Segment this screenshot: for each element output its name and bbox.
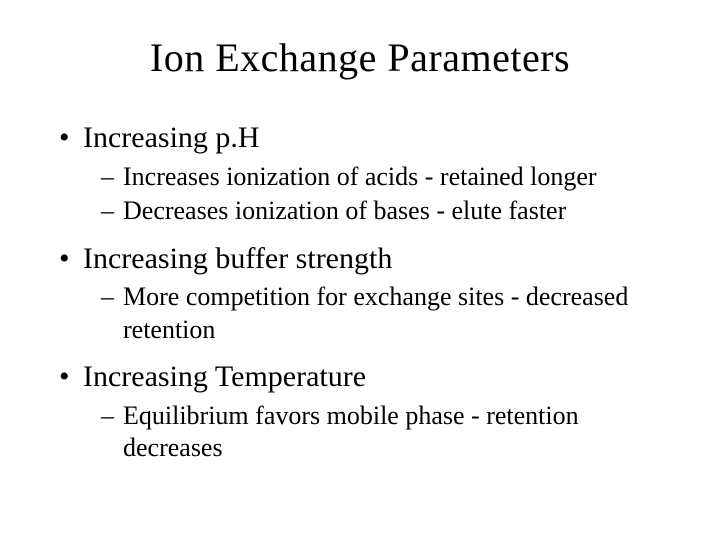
bullet-text: Increasing buffer strength xyxy=(83,242,392,275)
bullet-text: Increasing p.H xyxy=(83,121,260,154)
sub-list-item: Decreases ionization of bases - elute fa… xyxy=(101,195,665,228)
slide-title: Ion Exchange Parameters xyxy=(55,34,665,81)
list-item: Increasing p.H Increases ionization of a… xyxy=(55,119,665,228)
sub-list: More competition for exchange sites - de… xyxy=(101,281,665,346)
list-item: Increasing buffer strength More competit… xyxy=(55,240,665,347)
sub-list: Increases ionization of acids - retained… xyxy=(101,161,665,228)
sub-list-item: More competition for exchange sites - de… xyxy=(101,281,665,346)
sub-bullet-text: More competition for exchange sites - de… xyxy=(123,282,628,344)
slide: Ion Exchange Parameters Increasing p.H I… xyxy=(0,0,720,540)
sub-bullet-text: Equilibrium favors mobile phase - retent… xyxy=(123,401,579,463)
bullet-list: Increasing p.H Increases ionization of a… xyxy=(55,119,665,465)
sub-bullet-text: Increases ionization of acids - retained… xyxy=(123,162,597,191)
list-item: Increasing Temperature Equilibrium favor… xyxy=(55,358,665,465)
sub-list-item: Equilibrium favors mobile phase - retent… xyxy=(101,400,665,465)
sub-bullet-text: Decreases ionization of bases - elute fa… xyxy=(123,196,566,225)
bullet-text: Increasing Temperature xyxy=(83,360,366,393)
sub-list-item: Increases ionization of acids - retained… xyxy=(101,161,665,194)
sub-list: Equilibrium favors mobile phase - retent… xyxy=(101,400,665,465)
